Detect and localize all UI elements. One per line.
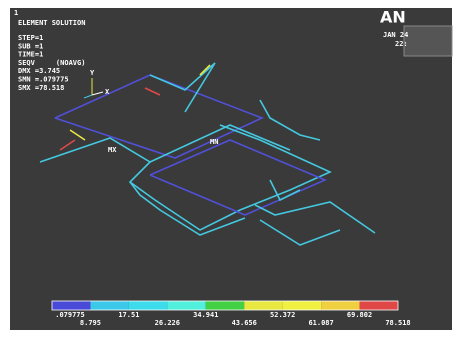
legend-label: 43.656	[232, 319, 257, 327]
date: JAN 24	[383, 31, 408, 39]
legend-swatch	[90, 301, 129, 310]
frame-lines	[149, 124, 291, 163]
info-line: DMX =3.745	[18, 67, 60, 75]
info-line: SMN =.079775	[18, 76, 69, 84]
legend-label: 52.372	[270, 311, 295, 319]
graphics-area	[10, 8, 452, 330]
legend-frame	[51, 300, 399, 311]
stress-segment	[199, 64, 211, 76]
legend-label: 78.518	[385, 319, 410, 327]
info-line: TIME=1	[18, 51, 43, 59]
legend-swatch	[205, 301, 245, 310]
overlay-box	[403, 25, 453, 57]
plate-outline	[54, 74, 265, 159]
logo: AN	[380, 8, 406, 27]
legend-swatch	[244, 301, 283, 310]
frame-lines	[254, 201, 376, 234]
max-marker: MX	[108, 146, 117, 154]
window-number: 1	[14, 9, 18, 17]
axis-label: X	[105, 88, 110, 96]
wireframe	[39, 62, 376, 246]
legend-label: 34.941	[193, 311, 218, 319]
legend-swatch	[167, 301, 206, 310]
legend-swatch	[52, 301, 91, 310]
info-line: SUB =1	[18, 42, 43, 50]
legend-label: 17.51	[118, 311, 139, 319]
legend-label: 69.802	[347, 311, 372, 319]
time: 22:	[395, 40, 408, 48]
info-line: SEQV (NOAVG)	[18, 59, 85, 67]
legend-swatch	[128, 301, 168, 310]
legend-swatch	[321, 301, 360, 310]
frame-lines	[269, 179, 301, 202]
stress-segment	[144, 87, 161, 96]
legend-label: 8.795	[80, 319, 101, 327]
frame-lines	[259, 219, 341, 246]
frame-lines	[259, 99, 321, 141]
triad: Y X	[83, 69, 110, 99]
axis-label: Y	[90, 69, 95, 77]
frame-lines	[39, 124, 332, 231]
legend-swatch	[282, 301, 322, 310]
plate-outline	[149, 139, 328, 216]
frame-lines	[129, 181, 246, 236]
stress-segment	[69, 129, 86, 141]
axis-x	[91, 91, 104, 96]
legend-label: 26.226	[155, 319, 180, 327]
min-marker: MN	[210, 138, 218, 146]
info-line: STEP=1	[18, 34, 43, 42]
title: ELEMENT SOLUTION	[18, 19, 85, 27]
stress-segment	[59, 139, 76, 151]
info-line: SMX =78.518	[18, 84, 64, 92]
frame-lines	[149, 62, 216, 113]
legend-label: 61.087	[308, 319, 333, 327]
axis-z	[83, 94, 93, 99]
legend-swatch	[359, 301, 398, 310]
legend-label: .079775	[55, 311, 85, 319]
